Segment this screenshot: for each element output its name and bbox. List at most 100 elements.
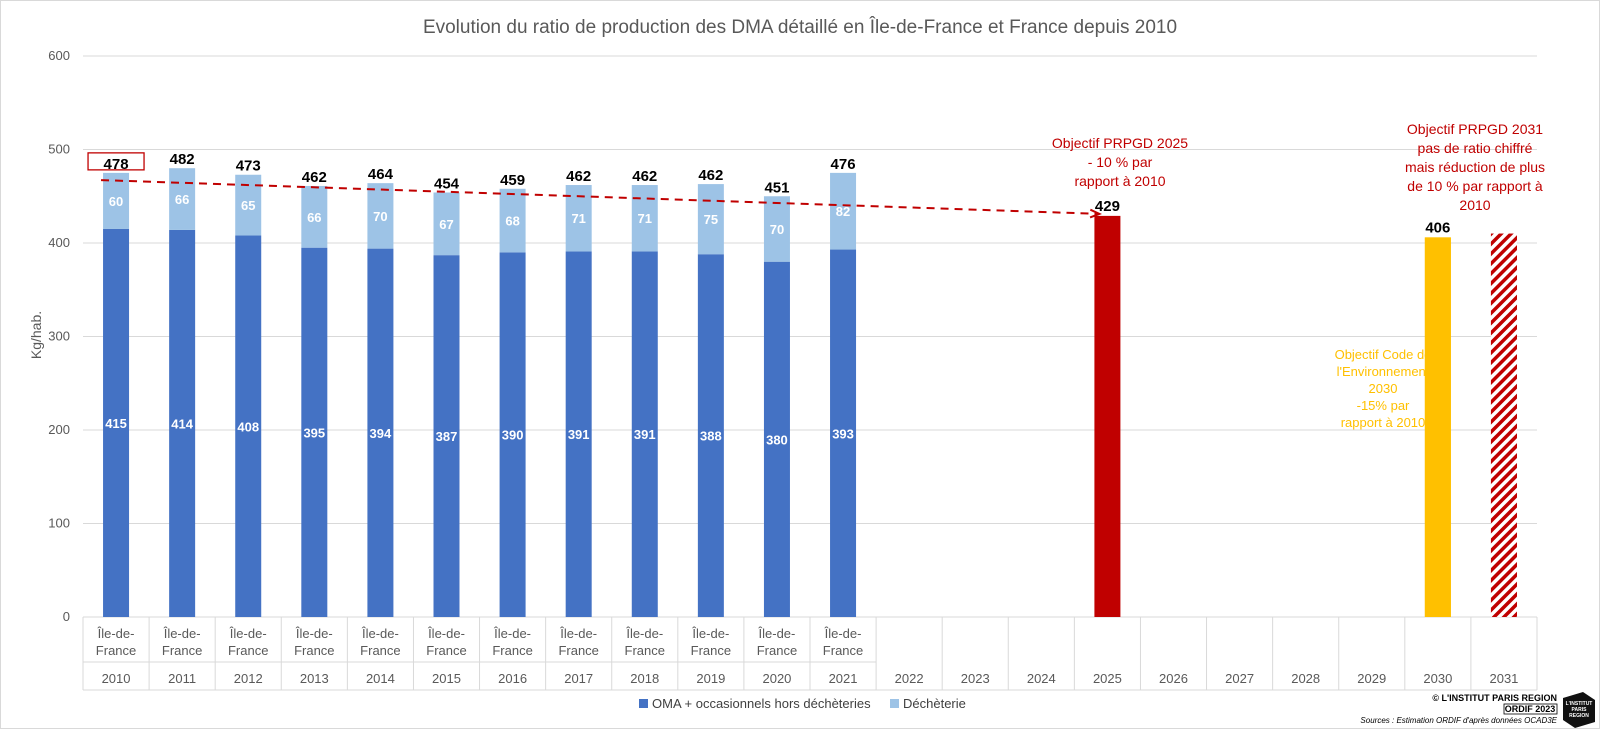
bar-decheterie-2016 [499, 188, 526, 253]
annotation-prpgd-2031: Objectif PRPGD 2031 pas de ratio chiffré m… [1405, 121, 1545, 213]
footer-ordif: ORDIF 2023 [1505, 704, 1556, 714]
y-tick-600: 600 [48, 48, 70, 63]
label-oma-2010: 415 [105, 416, 127, 431]
label-decheterie-2010: 60 [109, 194, 123, 209]
year-label-2011: 2011 [168, 671, 196, 686]
region-label-2017: Île-de-France [558, 626, 598, 658]
bar-target-2030-overlay [1424, 237, 1451, 617]
year-label-2023: 2023 [961, 671, 990, 686]
label-oma-2012: 408 [237, 419, 259, 434]
y-tick-0: 0 [63, 609, 70, 624]
gridlines [83, 55, 1537, 618]
bar-decheterie-2020 [763, 196, 790, 262]
label-decheterie-2013: 66 [307, 210, 321, 225]
trend-arrowhead [1089, 208, 1102, 219]
bar-oma-2015 [433, 255, 460, 617]
label-total-2020: 451 [764, 179, 789, 196]
institut-logo [1563, 692, 1595, 728]
year-label-2019: 2019 [696, 671, 725, 686]
label-oma-2014: 394 [370, 426, 392, 441]
label-decheterie-2020: 70 [770, 222, 784, 237]
data-labels-group: 415 60 414 66 408 65 395 66 394 70 387 67 390 68 391 71… [87, 151, 1450, 447]
bar-decheterie-2013 [301, 185, 328, 248]
bar-oma-2020 [763, 261, 790, 617]
bar-oma-2021 [830, 249, 857, 618]
label-decheterie-2012: 65 [241, 198, 255, 213]
year-label-2026: 2026 [1159, 671, 1188, 686]
label-total-2014: 464 [368, 166, 394, 183]
bar-oma-2016 [499, 252, 526, 617]
label-decheterie-2018: 71 [638, 211, 652, 226]
bar-oma-2012 [235, 235, 262, 617]
label-total-2010: 478 [104, 156, 129, 173]
legend-swatch-decheterie [890, 699, 899, 708]
year-label-2010: 2010 [102, 671, 131, 686]
label-total-2012: 473 [236, 158, 261, 175]
region-label-2016: Île-de-France [492, 626, 532, 658]
bar-decheterie-2015 [433, 192, 460, 256]
label-oma-2020: 380 [766, 432, 788, 447]
bar-decheterie-2018 [631, 185, 658, 252]
label-oma-2016: 390 [502, 428, 524, 443]
region-label-2015: Île-de-France [426, 626, 466, 658]
year-label-2012: 2012 [234, 671, 263, 686]
y-axis-label: Kg/hab. [28, 311, 44, 359]
annotation-prpgd-2025: Objectif PRPGD 2025- 10 % par rapport à 2… [1052, 135, 1188, 189]
footer-ordif-box [1503, 703, 1558, 715]
year-label-2021: 2021 [829, 671, 858, 686]
label-total-2018: 462 [632, 168, 657, 185]
bar-oma-2019 [697, 254, 724, 617]
y-tick-100: 100 [48, 516, 70, 531]
bar-decheterie-2014 [367, 183, 394, 249]
label-oma-2011: 414 [171, 416, 193, 431]
region-label-2010: Île-de-France [96, 626, 136, 658]
label-target-2030: 406 [1425, 219, 1450, 236]
year-label-2022: 2022 [895, 671, 924, 686]
bar-decheterie-2010 [103, 172, 130, 229]
label-decheterie-2021: 82 [836, 204, 850, 219]
bar-target-2025 [1094, 215, 1121, 617]
y-tick-300: 300 [48, 329, 70, 344]
bars-group [103, 168, 1517, 618]
institut-logo-text: L'INSTITUT PARIS REGION [1566, 701, 1593, 719]
year-label-2017: 2017 [564, 671, 593, 686]
year-label-2016: 2016 [498, 671, 527, 686]
region-label-2018: Île-de-France [625, 626, 665, 658]
bar-target-2031-overlay [1490, 233, 1517, 617]
year-label-2027: 2027 [1225, 671, 1254, 686]
region-label-2020: Île-de-France [757, 626, 797, 658]
label-total-2017: 462 [566, 168, 591, 185]
category-table: 2010 Île-de-France 2011 Île-de-France 2012 Îl… [82, 617, 1538, 691]
label-total-2019: 462 [698, 167, 723, 184]
year-label-2025: 2025 [1093, 671, 1122, 686]
bar-decheterie-2021 [830, 172, 857, 250]
label-oma-2015: 387 [436, 429, 458, 444]
label-total-2016: 459 [500, 172, 525, 189]
year-label-2029: 2029 [1357, 671, 1386, 686]
label-decheterie-2019: 75 [704, 212, 718, 227]
y-tick-500: 500 [48, 142, 70, 157]
annotation-code-env-2030: Objectif Code de l'Environnement 2030 -15% … [1335, 347, 1432, 430]
year-label-2013: 2013 [300, 671, 329, 686]
bar-oma-2014 [367, 248, 394, 618]
label-total-2015: 454 [434, 176, 460, 193]
label-oma-2019: 388 [700, 429, 722, 444]
label-oma-2017: 391 [568, 427, 590, 442]
label-decheterie-2015: 67 [439, 217, 453, 232]
label-decheterie-2017: 71 [571, 211, 585, 226]
region-label-2021: Île-de-France [823, 626, 863, 658]
bar-decheterie-2019 [697, 184, 724, 255]
bar-oma-2010 [103, 228, 130, 617]
year-label-2018: 2018 [630, 671, 659, 686]
label-total-2011: 482 [170, 151, 195, 168]
year-label-2028: 2028 [1291, 671, 1320, 686]
region-label-2011: Île-de-France [162, 626, 202, 658]
region-label-2012: Île-de-France [228, 626, 268, 658]
legend-label-decheterie: Déchèterie [903, 696, 966, 711]
label-oma-2021: 393 [832, 426, 854, 441]
footer-credit: © L'INSTITUT PARIS REGION [1432, 693, 1557, 703]
y-axis-ticks: 0 100 200 300 400 500 600 [48, 48, 70, 624]
year-label-2020: 2020 [762, 671, 791, 686]
